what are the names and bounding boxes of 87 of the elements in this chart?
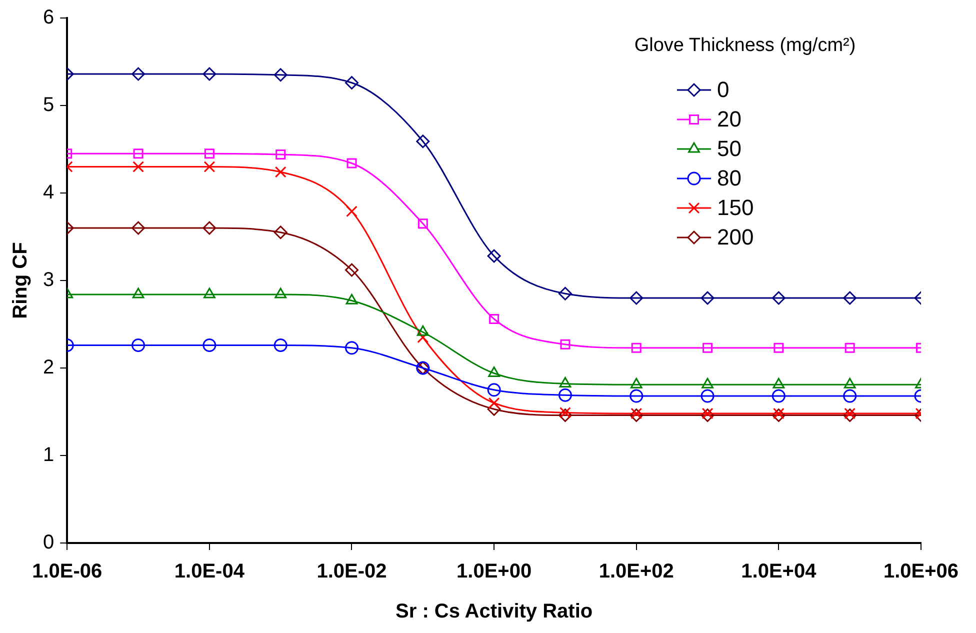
point [274, 288, 287, 298]
y-tick-label: 0 [43, 532, 54, 554]
point [416, 325, 429, 336]
point [202, 67, 216, 81]
y-tick-label: 2 [43, 356, 54, 379]
point [345, 76, 358, 90]
point [560, 339, 570, 350]
point [844, 342, 855, 353]
point [487, 249, 501, 263]
point [630, 378, 642, 388]
point [772, 408, 784, 420]
legend-label: 200 [717, 224, 754, 250]
point [132, 161, 144, 172]
point [843, 389, 857, 403]
point [844, 408, 856, 420]
legend-label: 80 [717, 166, 742, 191]
y-tick-label: 4 [43, 182, 54, 204]
point [274, 226, 288, 240]
point [844, 378, 856, 388]
point [274, 166, 286, 178]
legend-title: Glove Thickness (mg/cm²) [634, 35, 856, 56]
point [203, 288, 216, 298]
legend-label: 20 [717, 106, 742, 132]
point [274, 338, 288, 352]
point [416, 134, 430, 148]
point [843, 291, 857, 305]
y-tick-label: 6 [43, 6, 54, 29]
point [772, 378, 785, 388]
x-tick-label: 1.0E+06 [883, 560, 959, 583]
point [702, 342, 713, 353]
point [558, 408, 572, 422]
point [487, 383, 501, 397]
point [417, 332, 429, 344]
y-tick-label: 5 [43, 94, 54, 116]
point [132, 338, 146, 352]
point [418, 218, 428, 229]
x-tick-label: 1.0E-02 [316, 560, 387, 583]
point [202, 338, 216, 352]
y-tick-label: 3 [43, 269, 54, 292]
point [702, 378, 714, 388]
point [346, 158, 357, 168]
point [630, 291, 644, 305]
point [772, 389, 786, 403]
point [345, 341, 358, 355]
legend-label: 50 [717, 136, 742, 162]
point [774, 342, 784, 353]
legend-label: 150 [717, 195, 754, 220]
point [558, 286, 572, 300]
point [132, 288, 144, 298]
point [488, 366, 500, 377]
legend-label: 0 [717, 77, 730, 102]
point [631, 342, 642, 353]
point [630, 389, 644, 403]
point [487, 402, 501, 416]
point [346, 294, 358, 304]
point [630, 408, 642, 420]
point [202, 221, 216, 235]
point [558, 388, 572, 402]
point [345, 263, 358, 277]
point [274, 68, 288, 82]
x-tick-label: 1.0E+00 [456, 560, 532, 583]
x-tick-label: 1.0E+04 [741, 560, 818, 583]
point [700, 291, 714, 305]
point [488, 397, 500, 409]
point [133, 148, 144, 159]
point [772, 408, 786, 422]
point [700, 408, 714, 422]
point [346, 206, 358, 218]
point [132, 67, 146, 81]
x-tick-label: 1.0E-06 [32, 560, 102, 583]
point [204, 148, 214, 159]
point [560, 406, 571, 418]
point [772, 291, 786, 305]
point [276, 150, 286, 160]
point [700, 389, 714, 403]
x-axis-title: Sr : Cs Activity Ratio [396, 600, 593, 623]
point [559, 377, 572, 388]
x-tick-label: 1.0E+02 [598, 560, 674, 583]
point [843, 408, 857, 422]
y-axis-title: Ring CF [10, 242, 32, 319]
point [489, 314, 500, 324]
point [132, 221, 146, 235]
point [630, 408, 644, 422]
x-tick-label: 1.0E-04 [174, 560, 246, 583]
point [204, 161, 216, 172]
point [702, 408, 714, 420]
y-tick-label: 1 [43, 444, 54, 466]
